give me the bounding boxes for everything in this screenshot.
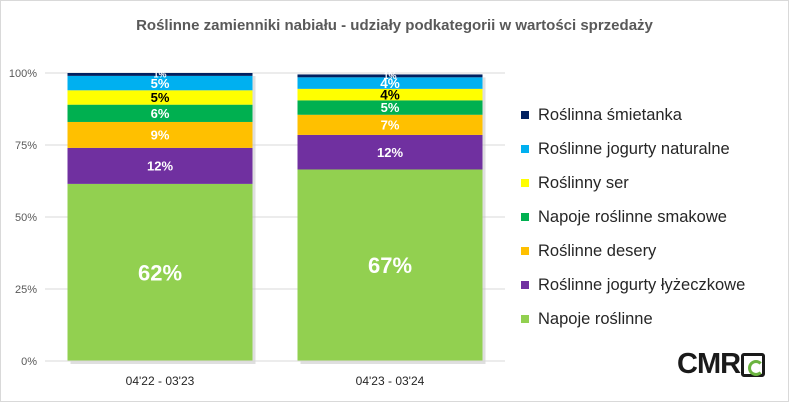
legend-swatch: [521, 111, 529, 119]
y-tick-label: 25%: [15, 284, 37, 296]
chart-legend: Roślinna śmietanka Roślinne jogurty natur…: [521, 98, 781, 336]
bar-segment: [297, 100, 483, 115]
chart-title: Roślinne zamienniki nabiału - udziały po…: [136, 17, 653, 34]
data-label: 9%: [151, 128, 170, 143]
legend-item: Roślinny ser: [521, 166, 781, 200]
data-label: 62%: [138, 260, 182, 285]
data-label: 6%: [151, 106, 170, 121]
legend-label: Roślinne jogurty łyżeczkowe: [538, 275, 746, 294]
x-tick-label: 04'23 - 03'24: [356, 374, 425, 388]
bar-segment: [67, 147, 253, 184]
logo-text: CMR: [677, 348, 741, 380]
legend-swatch: [521, 281, 529, 289]
legend-label: Roślinne jogurty naturalne: [538, 139, 730, 158]
legend-swatch: [521, 247, 529, 255]
legend-swatch: [521, 315, 529, 323]
legend-item: Roślinne jogurty naturalne: [521, 132, 781, 166]
legend-label: Roślinne desery: [538, 241, 657, 260]
bar-segment: [297, 169, 483, 361]
data-label: 67%: [368, 253, 412, 278]
bar-segment: [67, 90, 253, 105]
bar-segment: [297, 88, 483, 101]
bar-segment: [67, 75, 253, 91]
cmr-logo: CMR: [677, 348, 766, 380]
data-label: 5%: [151, 90, 170, 105]
legend-item: Napoje roślinne smakowe: [521, 200, 781, 234]
legend-item: Roślinne desery: [521, 234, 781, 268]
legend-label: Roślinna śmietanka: [538, 105, 682, 124]
legend-item: Napoje roślinne: [521, 302, 781, 336]
legend-item: Roślinne jogurty łyżeczkowe: [521, 268, 781, 302]
bar-segment: [67, 121, 253, 148]
legend-label: Roślinny ser: [538, 173, 629, 192]
y-tick-label: 100%: [9, 68, 37, 80]
legend-swatch: [521, 213, 529, 221]
bar-segment: [297, 114, 483, 135]
legend-swatch: [521, 145, 529, 153]
bar-segment: [67, 73, 253, 76]
data-label: 4%: [380, 87, 400, 102]
data-label: 7%: [381, 118, 400, 133]
bar-segment: [297, 74, 483, 78]
logo-mark-icon: [741, 352, 766, 377]
x-tick-label: 04'22 - 03'23: [126, 374, 195, 388]
data-label: 1%: [383, 71, 396, 81]
data-label: 12%: [147, 159, 173, 174]
y-tick-label: 0%: [21, 356, 37, 368]
y-tick-label: 50%: [15, 212, 37, 224]
data-label: 12%: [377, 145, 403, 160]
data-label: 5%: [381, 100, 400, 115]
legend-item: Roślinna śmietanka: [521, 98, 781, 132]
legend-swatch: [521, 179, 529, 187]
y-tick-label: 75%: [15, 140, 37, 152]
bar-segment: [67, 104, 253, 122]
bar-segment: [67, 183, 253, 361]
bar-segment: [297, 134, 483, 170]
legend-label: Napoje roślinne smakowe: [538, 207, 727, 226]
legend-label: Napoje roślinne: [538, 309, 653, 328]
data-label: 1%: [153, 70, 166, 80]
bar-segment: [297, 77, 483, 89]
data-label: 4%: [380, 76, 400, 91]
data-label: 5%: [151, 76, 170, 91]
